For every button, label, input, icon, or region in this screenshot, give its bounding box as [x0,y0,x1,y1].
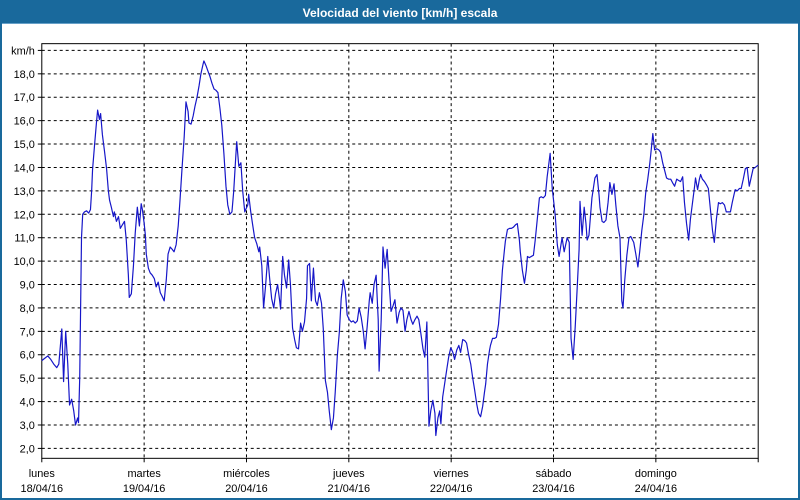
x-date-label: 20/04/16 [225,483,268,495]
y-tick-label: 7,0 [20,326,35,338]
y-tick-label: 18,0 [14,69,35,81]
y-tick-label: 4,0 [20,397,35,409]
x-day-label: viernes [434,468,470,480]
wind-speed-series-line [41,60,759,437]
x-date-label: 23/04/16 [532,483,575,495]
x-date-label: 22/04/16 [430,483,473,495]
x-day-label: martes [127,468,161,480]
x-day-label: jueves [332,468,365,480]
plot-border [41,43,759,459]
x-day-label: domingo [635,468,677,480]
x-day-label: lunes [29,468,56,480]
x-day-label: sábado [536,468,572,480]
x-day-label: miércoles [223,468,270,480]
y-tick-label: 8,0 [20,303,35,315]
y-tick-label: 13,0 [14,186,35,198]
x-date-label: 18/04/16 [21,483,64,495]
chart-title-bar: Velocidad del viento [km/h] escala [2,2,798,24]
y-tick-label: 5,0 [20,373,35,385]
y-tick-label: 12,0 [14,209,35,221]
y-tick-label: 14,0 [14,162,35,174]
chart-title: Velocidad del viento [km/h] escala [302,5,498,20]
y-tick-label: 10,0 [14,256,35,268]
y-tick-label: 15,0 [14,139,35,151]
x-date-label: 21/04/16 [328,483,371,495]
x-date-label: 19/04/16 [123,483,166,495]
y-tick-label: 11,0 [14,233,34,245]
x-date-label: 24/04/16 [635,483,678,495]
y-tick-label: 17,0 [14,92,35,104]
y-axis-unit-label: km/h [11,45,35,57]
y-tick-label: 9,0 [20,280,35,292]
y-tick-label: 2,0 [20,443,35,455]
y-tick-label: 16,0 [14,116,35,128]
y-tick-label: 6,0 [20,350,35,362]
y-tick-label: 3,0 [20,420,35,432]
